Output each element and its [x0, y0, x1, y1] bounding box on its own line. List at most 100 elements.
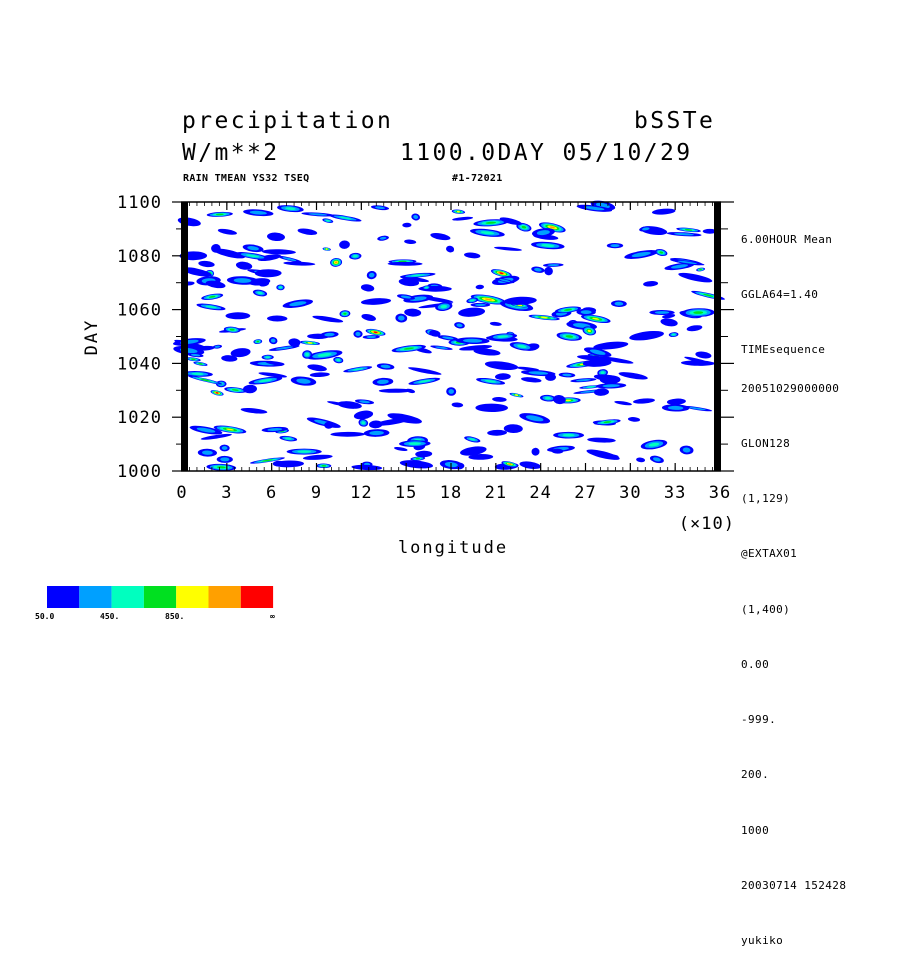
side-info-line: yukiko [741, 934, 784, 947]
precip-level [633, 398, 655, 404]
precip-level [181, 267, 212, 277]
precip-level [592, 317, 600, 320]
precip-level [198, 362, 203, 365]
precip-cell [328, 214, 362, 222]
precip-cell [593, 341, 629, 350]
precip-level [600, 371, 605, 375]
precip-cell [429, 330, 441, 337]
precip-level [343, 312, 347, 315]
left-edge-bar [181, 202, 188, 471]
precip-level [553, 395, 566, 405]
precip-cell [611, 300, 627, 308]
precip-cell [554, 306, 582, 314]
precip-level [695, 351, 712, 359]
precip-cell [302, 350, 313, 359]
precip-cell [540, 394, 556, 402]
precip-level [610, 244, 620, 248]
precip-cell [662, 314, 676, 319]
precip-level [400, 295, 412, 299]
precip-level [220, 457, 230, 462]
precip-level [614, 400, 632, 406]
precip-cell [594, 388, 609, 396]
precip-cell [516, 222, 532, 232]
precip-cell [666, 232, 702, 237]
precip-cell [302, 454, 333, 460]
precip-cell [394, 446, 408, 452]
precip-cell [531, 241, 565, 250]
precip-level [243, 384, 257, 394]
precip-level [267, 428, 283, 431]
precip-cell [200, 433, 232, 440]
precip-cell [252, 289, 268, 297]
chart-variable-info: RAIN TMEAN YS32 TSEQ [183, 173, 310, 184]
precip-level [337, 401, 362, 409]
precip-cell [235, 252, 270, 260]
precip-cell [544, 266, 553, 276]
precip-cell [683, 405, 713, 412]
precip-cell [614, 400, 632, 406]
precip-cell [206, 211, 233, 217]
precip-level [499, 272, 504, 275]
precip-cell [316, 463, 332, 469]
side-info-line: GGLA64=1.40 [741, 288, 819, 302]
precip-level [580, 390, 600, 393]
precip-level [317, 353, 332, 357]
precip-level [629, 330, 664, 341]
precip-cell [519, 461, 541, 470]
precip-cell [668, 332, 679, 338]
precip-level [288, 338, 301, 347]
precip-level [305, 352, 310, 357]
precip-level [267, 232, 285, 242]
y-axis-label: DAY [82, 319, 102, 356]
precip-cell [446, 387, 457, 396]
precip-level [177, 217, 201, 227]
precip-cell [435, 302, 453, 312]
precip-cell [649, 455, 664, 464]
precip-level [404, 308, 422, 317]
precip-cell [205, 280, 226, 289]
precip-cell [187, 353, 204, 358]
precip-cell [370, 205, 390, 211]
precip-cell [452, 216, 474, 221]
precip-level [545, 373, 556, 381]
precip-level [448, 389, 454, 394]
precip-cell [543, 263, 564, 267]
precip-level [643, 281, 659, 287]
precip-cell [470, 302, 491, 307]
precip-level [614, 301, 624, 306]
precip-cell [492, 396, 507, 402]
precip-level [215, 392, 219, 394]
precip-cell [408, 377, 441, 385]
precip-level [360, 298, 392, 305]
precip-level [387, 261, 423, 266]
precip-level [339, 240, 350, 249]
precip-level [458, 345, 493, 351]
precip-cell [466, 297, 479, 304]
precip-cell [210, 390, 224, 396]
precip-cell [501, 461, 519, 468]
precip-cell [702, 228, 717, 234]
precip-level [549, 226, 556, 229]
precip-level [430, 233, 451, 241]
precip-cell [258, 372, 287, 378]
precip-cell [504, 296, 537, 305]
precip-cell [276, 284, 285, 291]
colorbar-label: 850. [165, 612, 184, 621]
precip-cell [235, 261, 253, 270]
precip-level [275, 346, 293, 350]
precip-cell [430, 233, 451, 241]
precip-level [651, 208, 676, 215]
precip-level [680, 360, 715, 366]
precip-cell [177, 217, 201, 227]
precip-level [517, 304, 523, 307]
precip-level [562, 373, 572, 377]
precip-level [369, 430, 384, 436]
precip-level [410, 274, 425, 277]
precip-cell [299, 340, 321, 346]
precip-cell [212, 344, 223, 349]
colorbar-label: 450. [100, 612, 119, 621]
precip-level [273, 460, 304, 468]
precip-cell [201, 293, 224, 300]
precip-cell [670, 259, 705, 266]
precip-cell [679, 445, 694, 455]
